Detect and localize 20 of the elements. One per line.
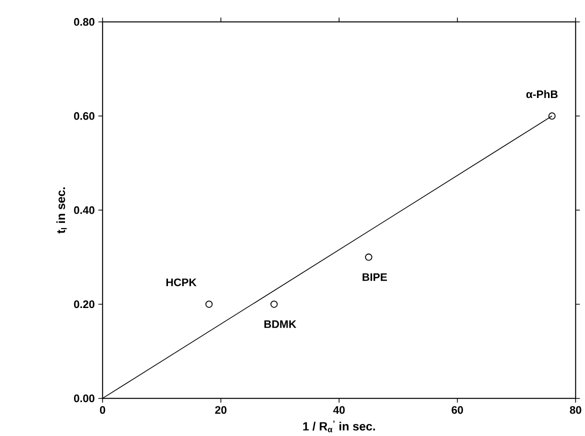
x-tick-label: 20 — [215, 406, 226, 414]
point — [365, 254, 372, 262]
point — [270, 300, 278, 308]
x-tick-label: 60 — [452, 406, 463, 414]
y-axis-title: t$_{l}$ in sec. — [56, 188, 67, 234]
y-tick-label: 0.80 — [74, 18, 94, 26]
x-axis-title: 1 / R$_{α}$$^{'}$ in sec. — [303, 420, 375, 432]
point — [548, 112, 556, 120]
x-tick-label: 0 — [100, 406, 106, 414]
annotation: BIPE — [362, 274, 387, 282]
annotation: α-PhB — [526, 90, 558, 98]
x-tick-label: 40 — [333, 406, 345, 414]
y-tick-label: 0.20 — [74, 300, 94, 308]
annotation: HCPK — [166, 278, 196, 286]
point — [205, 300, 213, 308]
y-tick-label: 0.00 — [74, 394, 94, 402]
x-tick-label: 80 — [570, 406, 582, 414]
annotation: BDMK — [264, 320, 296, 328]
y-tick-label: 0.40 — [74, 206, 94, 214]
y-tick-label: 0.60 — [74, 112, 94, 120]
